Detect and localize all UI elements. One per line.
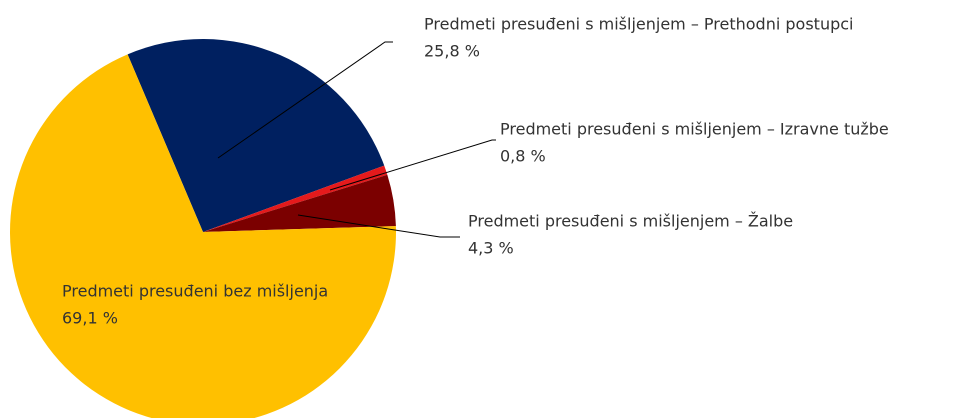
pie-slice <box>10 54 396 418</box>
leader-line <box>329 139 496 191</box>
leader-line <box>217 41 393 159</box>
slice-value-label: 0,8 % <box>500 147 546 166</box>
leader-line <box>297 214 460 238</box>
slice-value-label: 4,3 % <box>468 239 514 258</box>
slice-value-label: 25,8 % <box>424 42 480 61</box>
slice-label: Predmeti presuđeni bez mišljenja <box>62 282 328 301</box>
slice-label: Predmeti presuđeni s mišljenjem – Pretho… <box>424 15 853 34</box>
slice-label: Predmeti presuđeni s mišljenjem – Žalbe <box>468 212 793 231</box>
pie-slice <box>203 165 388 232</box>
slice-label: Predmeti presuđeni s mišljenjem – Izravn… <box>500 120 889 139</box>
pie-slice <box>203 174 396 232</box>
slice-value-label: 69,1 % <box>62 309 118 328</box>
